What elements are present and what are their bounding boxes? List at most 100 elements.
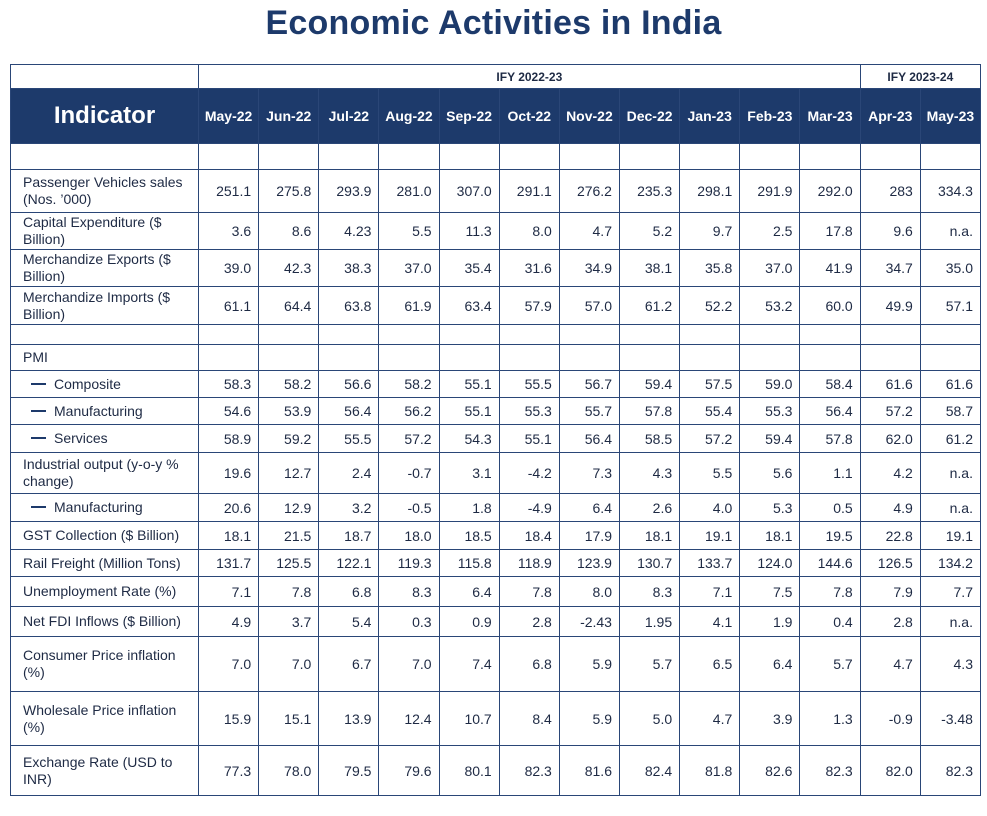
value-cell: 1.8 bbox=[438, 493, 500, 522]
value-cell: 35.4 bbox=[438, 249, 500, 287]
month-header: Sep-22 bbox=[438, 88, 500, 144]
value-cell bbox=[498, 344, 560, 371]
value-cell bbox=[197, 143, 260, 170]
indicator-label-cell: GST Collection ($ Billion) bbox=[10, 521, 199, 550]
table-row: Manufacturing 54.6 53.9 56.4 56.2 55.1 55.3 55.… bbox=[10, 397, 981, 425]
value-cell: 4.0 bbox=[679, 493, 741, 522]
value-cell: 307.0 bbox=[438, 169, 500, 213]
value-cell: 6.5 bbox=[679, 636, 741, 692]
value-cell: n.a. bbox=[919, 493, 981, 522]
value-cell: 5.5 bbox=[378, 212, 440, 250]
fy-blank-cell bbox=[10, 64, 199, 89]
indicator-label: PMI bbox=[23, 349, 48, 365]
value-cell: 1.3 bbox=[799, 691, 861, 746]
value-cell: 7.8 bbox=[258, 576, 320, 607]
value-cell: 334.3 bbox=[919, 169, 981, 213]
value-cell: 2.8 bbox=[498, 606, 560, 637]
value-cell: 18.1 bbox=[739, 521, 801, 550]
indicator-label-cell: Manufacturing bbox=[10, 493, 199, 522]
month-header: Jul-22 bbox=[318, 88, 380, 144]
value-cell: 41.9 bbox=[799, 249, 861, 287]
value-cell: 5.9 bbox=[558, 691, 620, 746]
value-cell: 12.7 bbox=[258, 452, 320, 494]
value-cell: 115.8 bbox=[438, 549, 500, 577]
dash-bullet-icon bbox=[31, 409, 46, 412]
value-cell bbox=[498, 143, 560, 170]
table-row: Composite 58.3 58.2 56.6 58.2 55.1 55.5 56.7 59.… bbox=[10, 370, 981, 398]
value-cell: 130.7 bbox=[618, 549, 681, 577]
value-cell bbox=[378, 143, 440, 170]
value-cell: -0.7 bbox=[378, 452, 440, 494]
value-cell: 5.5 bbox=[679, 452, 741, 494]
value-cell: 19.1 bbox=[919, 521, 981, 550]
value-cell: 133.7 bbox=[679, 549, 741, 577]
month-header: Apr-23 bbox=[859, 88, 921, 144]
value-cell: 64.4 bbox=[258, 286, 320, 325]
value-cell: 58.3 bbox=[197, 370, 260, 398]
indicator-label-cell bbox=[10, 143, 199, 170]
value-cell: 8.0 bbox=[558, 576, 620, 607]
value-cell bbox=[679, 324, 741, 345]
indicator-label: Consumer Price inflation (%) bbox=[23, 647, 176, 680]
value-cell: n.a. bbox=[919, 452, 981, 494]
value-cell: 7.0 bbox=[258, 636, 320, 692]
indicator-label-cell: Passenger Vehicles sales (Nos. ’000) bbox=[10, 169, 199, 213]
value-cell: 22.8 bbox=[859, 521, 921, 550]
value-cell: 291.9 bbox=[739, 169, 801, 213]
value-cell: 82.6 bbox=[739, 745, 801, 796]
value-cell: 235.3 bbox=[618, 169, 681, 213]
indicator-label-cell: Merchandize Imports ($ Billion) bbox=[10, 286, 199, 325]
indicator-label: Merchandize Imports ($ Billion) bbox=[23, 288, 171, 322]
value-cell bbox=[258, 324, 320, 345]
value-cell: 7.5 bbox=[739, 576, 801, 607]
indicator-label-cell bbox=[10, 324, 199, 345]
value-cell: 59.4 bbox=[618, 370, 681, 398]
value-cell: -0.9 bbox=[859, 691, 921, 746]
value-cell bbox=[618, 324, 681, 345]
value-cell: 7.1 bbox=[679, 576, 741, 607]
value-cell: 251.1 bbox=[197, 169, 260, 213]
value-cell: n.a. bbox=[919, 606, 981, 637]
value-cell: 78.0 bbox=[258, 745, 320, 796]
indicator-label: Manufacturing bbox=[54, 499, 143, 515]
indicator-label: Wholesale Price inflation (%) bbox=[23, 701, 177, 735]
value-cell: 37.0 bbox=[739, 249, 801, 287]
value-cell: 56.6 bbox=[318, 370, 380, 398]
indicator-label-cell: Manufacturing bbox=[10, 397, 199, 425]
value-cell: 19.5 bbox=[799, 521, 861, 550]
value-cell: 82.0 bbox=[859, 745, 921, 796]
value-cell bbox=[799, 324, 861, 345]
value-cell bbox=[558, 143, 620, 170]
indicator-label-cell: Unemployment Rate (%) bbox=[10, 576, 199, 607]
value-cell: 55.1 bbox=[438, 370, 500, 398]
value-cell: 37.0 bbox=[378, 249, 440, 287]
month-header: May-23 bbox=[919, 88, 981, 144]
month-header: Feb-23 bbox=[739, 88, 801, 144]
value-cell bbox=[618, 344, 681, 371]
indicator-header: Indicator bbox=[10, 88, 199, 144]
value-cell: 0.9 bbox=[438, 606, 500, 637]
value-cell: 5.7 bbox=[618, 636, 681, 692]
value-cell: 7.8 bbox=[799, 576, 861, 607]
value-cell bbox=[258, 143, 320, 170]
value-cell bbox=[679, 344, 741, 371]
value-cell bbox=[919, 143, 981, 170]
value-cell: 5.3 bbox=[739, 493, 801, 522]
value-cell bbox=[618, 143, 681, 170]
indicator-label-cell: Services bbox=[10, 424, 199, 453]
value-cell bbox=[438, 143, 500, 170]
value-cell: 55.4 bbox=[679, 397, 741, 425]
value-cell: 52.2 bbox=[679, 286, 741, 325]
value-cell bbox=[679, 143, 741, 170]
value-cell bbox=[739, 324, 801, 345]
value-cell: 79.5 bbox=[318, 745, 380, 796]
indicator-label-cell: Consumer Price inflation (%) bbox=[10, 636, 199, 692]
value-cell: 21.5 bbox=[258, 521, 320, 550]
value-cell: 3.6 bbox=[197, 212, 260, 250]
fiscal-year-row: IFY 2022-23 IFY 2023-24 bbox=[10, 64, 981, 89]
value-cell: 57.2 bbox=[679, 424, 741, 453]
value-cell bbox=[378, 344, 440, 371]
indicator-label: Exchange Rate (USD to INR) bbox=[23, 753, 173, 787]
value-cell: 0.4 bbox=[799, 606, 861, 637]
indicator-label: Capital Expenditure ($ Billion) bbox=[23, 214, 162, 247]
